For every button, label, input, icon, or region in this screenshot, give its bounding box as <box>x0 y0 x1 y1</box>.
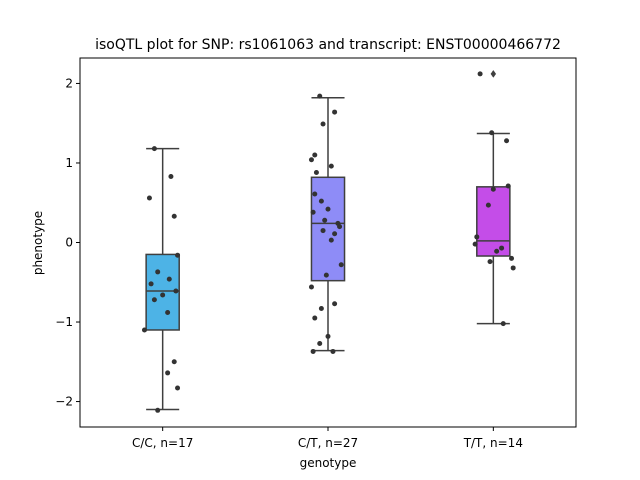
data-point <box>323 272 329 278</box>
data-point <box>165 370 171 376</box>
data-point <box>310 209 316 215</box>
data-point <box>489 130 495 136</box>
data-point <box>165 309 171 315</box>
x-axis: C/C, n=17 C/T, n=27 T/T, n=14 <box>132 427 523 450</box>
data-points-group <box>141 146 181 413</box>
chart-title: isoQTL plot for SNP: rs1061063 and trans… <box>95 37 561 53</box>
data-point <box>487 259 493 265</box>
data-point <box>317 340 323 346</box>
data-point <box>325 333 331 339</box>
data-point <box>320 228 326 234</box>
data-point <box>308 157 314 163</box>
data-point <box>494 248 500 254</box>
data-point <box>318 198 324 204</box>
box-group <box>476 69 511 325</box>
plot-area <box>141 69 516 413</box>
y-axis-label: phenotype <box>31 211 45 275</box>
data-point <box>175 252 181 258</box>
data-point <box>474 234 480 240</box>
box <box>145 253 180 331</box>
data-point <box>332 301 338 307</box>
y-tick-label: 2 <box>65 76 73 90</box>
data-point <box>168 173 174 179</box>
data-point <box>148 281 154 287</box>
data-point <box>320 121 326 127</box>
y-axis: −2 −1 0 1 2 <box>55 76 80 409</box>
data-point <box>171 213 177 219</box>
data-point <box>338 262 344 268</box>
box-group <box>145 147 180 411</box>
data-point <box>308 284 314 290</box>
data-points-group <box>308 93 344 354</box>
data-point <box>490 186 496 192</box>
data-point <box>173 288 179 294</box>
data-point <box>504 138 510 144</box>
data-point <box>472 241 478 247</box>
data-point <box>322 217 328 223</box>
data-point <box>312 315 318 321</box>
data-point <box>485 202 491 208</box>
data-point <box>312 152 318 158</box>
y-tick-label: −2 <box>55 395 73 409</box>
data-point <box>310 348 316 354</box>
data-point <box>328 237 334 243</box>
data-point <box>317 93 323 99</box>
data-point <box>141 327 147 333</box>
data-point <box>312 191 318 197</box>
data-point <box>332 109 338 115</box>
data-point <box>155 407 161 413</box>
x-tick-label: C/C, n=17 <box>132 436 193 450</box>
data-point <box>332 231 338 237</box>
data-point <box>318 306 324 312</box>
data-point <box>499 245 505 251</box>
y-tick-label: 1 <box>65 156 73 170</box>
data-point <box>155 269 161 275</box>
data-points-group <box>472 71 516 327</box>
data-point <box>330 348 336 354</box>
box <box>476 186 511 257</box>
data-point <box>151 146 157 152</box>
outlier-marker <box>490 69 497 78</box>
data-point <box>509 255 515 261</box>
x-axis-label: genotype <box>300 456 357 470</box>
data-point <box>160 292 166 298</box>
data-point <box>151 297 157 303</box>
data-point <box>337 224 343 230</box>
data-point <box>175 385 181 391</box>
y-tick-label: −1 <box>55 315 73 329</box>
y-tick-label: 0 <box>65 236 73 250</box>
data-point <box>325 206 331 212</box>
data-point <box>313 170 319 176</box>
data-point <box>500 321 506 327</box>
data-point <box>146 195 152 201</box>
x-tick-label: T/T, n=14 <box>463 436 523 450</box>
data-point <box>477 71 483 77</box>
data-point <box>505 183 511 189</box>
data-point <box>510 265 516 271</box>
x-tick-label: C/T, n=27 <box>298 436 358 450</box>
data-point <box>328 163 334 169</box>
data-point <box>171 359 177 365</box>
data-point <box>166 276 172 282</box>
